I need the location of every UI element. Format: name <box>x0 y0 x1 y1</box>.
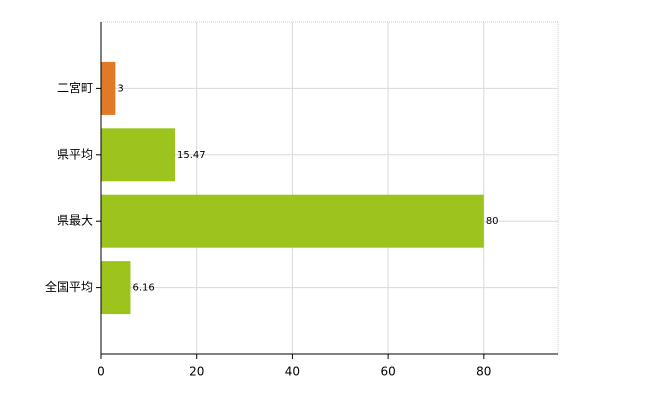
x-tick-label: 20 <box>189 365 204 379</box>
bar <box>101 194 484 248</box>
value-label: 3 <box>117 83 123 94</box>
bar <box>101 128 176 182</box>
value-label: 6.16 <box>132 283 154 294</box>
y-tick-label: 県平均 <box>57 147 93 161</box>
x-tick-label: 40 <box>285 365 300 379</box>
y-tick-label: 県最大 <box>57 214 93 228</box>
y-tick-label: 二宮町 <box>57 80 93 95</box>
y-tick-label: 全国平均 <box>45 279 93 294</box>
bar <box>101 61 116 115</box>
x-tick-label: 60 <box>380 365 395 379</box>
value-label: 80 <box>486 216 499 227</box>
bar <box>101 261 131 315</box>
x-tick-label: 80 <box>476 365 491 379</box>
value-label: 15.47 <box>177 150 206 161</box>
x-tick-label: 0 <box>97 365 105 379</box>
